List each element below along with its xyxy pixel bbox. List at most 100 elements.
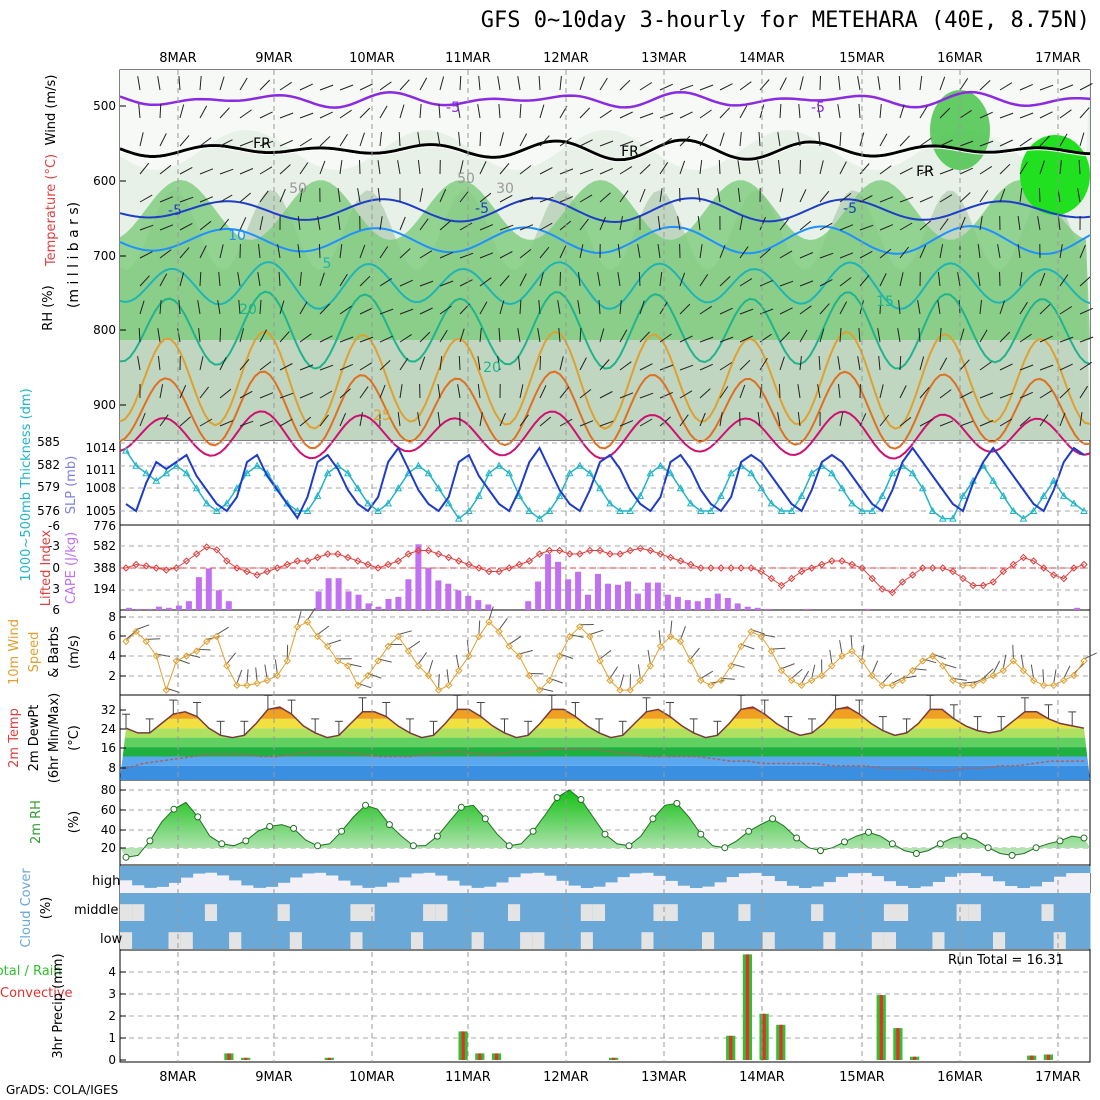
wind-barb xyxy=(1077,188,1081,203)
wind-barb xyxy=(939,107,951,119)
wind-barb xyxy=(937,300,941,315)
lifted-index-point xyxy=(243,567,251,576)
precip-conv-bar xyxy=(1046,1054,1051,1060)
lifted-index-point xyxy=(807,564,816,572)
date-label-bottom: 11MAR xyxy=(445,1070,491,1085)
wind-barb xyxy=(397,160,401,175)
cloud-high-bar xyxy=(580,866,594,888)
lifted-index-point xyxy=(475,564,483,572)
wind-barb xyxy=(959,140,974,147)
rh2m-point xyxy=(673,799,681,807)
wind-barb xyxy=(819,303,830,315)
wind-barb xyxy=(539,222,553,231)
cloud-bar xyxy=(774,893,788,921)
wind-barb xyxy=(1039,335,1053,343)
cloud-bar xyxy=(495,921,509,949)
wind-barb xyxy=(818,355,821,371)
wind-barb xyxy=(719,386,729,399)
wind10-speed-point xyxy=(686,657,695,665)
thickness-point xyxy=(565,469,574,477)
wind-barb xyxy=(639,363,653,371)
wind-barb xyxy=(299,272,302,287)
wind10-barb xyxy=(478,620,481,635)
wind-barb xyxy=(739,384,746,399)
precip-conv-bar xyxy=(227,1053,231,1060)
lifted-index-point xyxy=(344,553,352,562)
cloud-bar xyxy=(483,921,497,949)
wind-barb xyxy=(199,271,202,287)
cloud-high-bar xyxy=(435,866,448,876)
precip-conv-bar xyxy=(913,1056,917,1060)
wind-barb xyxy=(639,164,651,175)
wind-barb xyxy=(619,392,634,399)
wind10-barb xyxy=(125,630,138,640)
thickness-point xyxy=(586,469,594,477)
wind-barb xyxy=(517,328,521,343)
cape-bar xyxy=(734,603,741,610)
wind-barb xyxy=(379,216,383,231)
thickness-point xyxy=(475,491,483,499)
cloud-high-bar xyxy=(944,866,958,877)
cloud-high-bar xyxy=(156,866,169,887)
cloud-gap xyxy=(738,904,751,921)
wind-barb xyxy=(459,222,473,231)
wind-barb xyxy=(479,224,494,231)
wind10-barb xyxy=(839,640,843,655)
lifted-index-point xyxy=(999,567,1008,576)
ylabel-thickness: 1000~500mb Thickness (dm) xyxy=(19,388,34,581)
rh2m-point xyxy=(290,824,298,832)
wind-barb xyxy=(839,301,848,315)
wind10-speed-point xyxy=(787,676,796,685)
wind-barb xyxy=(219,244,224,259)
wind10-speed-point xyxy=(1049,681,1058,690)
wind-barb xyxy=(739,105,748,119)
cape-bar xyxy=(345,591,352,610)
wind-barb xyxy=(799,76,804,91)
wind-barb xyxy=(199,105,208,119)
lifted-index-point xyxy=(616,550,624,558)
wind-barb xyxy=(479,131,482,147)
cloud-high-bar xyxy=(301,866,315,874)
wind-barb xyxy=(757,412,761,427)
rh2m-point xyxy=(817,847,824,855)
cloud-bar xyxy=(556,921,570,949)
wind-barb xyxy=(477,384,481,399)
wind10-barb xyxy=(982,668,994,679)
wind-barb xyxy=(918,327,921,343)
wind-barb xyxy=(279,331,290,343)
wind-barb xyxy=(278,271,281,287)
wind-barb xyxy=(1017,216,1021,231)
thickness-point xyxy=(172,461,181,469)
cloud-gap xyxy=(883,932,897,949)
wind-barb xyxy=(879,133,888,147)
lifted-index-point xyxy=(949,567,957,576)
wind10-speed-point xyxy=(465,652,473,660)
wind-barb xyxy=(979,190,989,203)
wind-barb xyxy=(679,111,693,119)
wind-barb xyxy=(778,160,781,175)
rh-core-area xyxy=(930,90,990,170)
cloud-levels: high middle low xyxy=(74,874,123,947)
wind-barb xyxy=(179,222,193,231)
wind10-speed-point xyxy=(424,671,433,680)
wind-barb xyxy=(699,84,714,91)
wind-barb xyxy=(477,104,481,119)
wind10-speed-point xyxy=(626,686,634,694)
wind-barb xyxy=(417,160,421,175)
cloud-gap xyxy=(350,904,363,921)
cloud-bar xyxy=(641,893,654,921)
cloud-bar xyxy=(265,921,279,949)
wind-barb xyxy=(699,109,712,119)
wind-barb xyxy=(159,414,169,427)
lifted-index-point xyxy=(727,564,735,572)
date-label-top: 12MAR xyxy=(543,51,589,66)
cloud-gap xyxy=(168,932,182,949)
wind-barb xyxy=(919,195,934,203)
wind-barb xyxy=(659,83,674,91)
wind10-barb xyxy=(455,654,460,669)
cloud-bar xyxy=(241,921,254,949)
wind-barb xyxy=(719,107,730,119)
cloud-high-bar xyxy=(993,866,1006,882)
cloud-bar xyxy=(750,893,764,921)
lifted-index-point xyxy=(848,560,856,569)
